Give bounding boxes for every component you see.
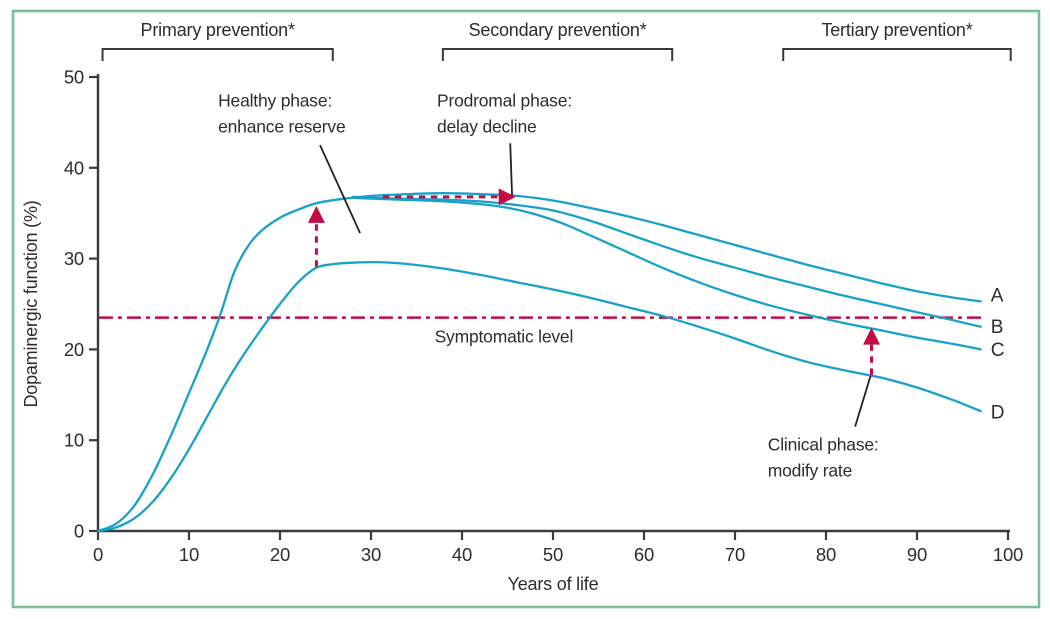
bracket-tertiary — [782, 48, 1012, 61]
x-tick-label: 70 — [725, 544, 745, 565]
annotation-prodromal-phase-line1: Prodromal phase: — [437, 91, 572, 111]
bracket-label-primary: Primary prevention* — [141, 20, 295, 40]
modify-rate-arrow-head — [863, 327, 880, 345]
bracket-label-tertiary: Tertiary prevention* — [821, 20, 972, 40]
annotation-prodromal-phase: Prodromal phase: delay decline — [437, 91, 572, 196]
figure-border — [11, 9, 1041, 609]
curve-label-D: D — [991, 403, 1005, 424]
x-tick-label: 60 — [634, 544, 654, 565]
annotation-prodromal-phase-pointer-line — [509, 143, 513, 196]
x-tick-label: 100 — [993, 544, 1023, 565]
y-tick-label: 40 — [64, 157, 84, 178]
annotation-healthy-phase-line1: Healthy phase: — [218, 91, 332, 111]
curve-C — [351, 196, 982, 351]
x-tick-label: 30 — [361, 544, 381, 565]
annotation-clinical-phase-line2: modify rate — [768, 461, 852, 481]
annotation-clinical-phase-line1: Clinical phase: — [768, 435, 879, 455]
bracket-secondary — [441, 48, 674, 61]
bracket-primary — [101, 48, 334, 61]
delay-decline-arrow-head — [498, 188, 516, 206]
y-tick-label: 0 — [74, 521, 84, 542]
y-axis-title: Dopaminergic function (%) — [21, 200, 41, 407]
curve-label-A: A — [991, 285, 1004, 306]
bracket-label-secondary: Secondary prevention* — [469, 20, 647, 40]
curve-B — [351, 195, 982, 328]
symptomatic-level-label: Symptomatic level — [435, 327, 574, 347]
annotation-healthy-phase-pointer-line — [319, 144, 361, 234]
y-tick-label: 10 — [64, 430, 84, 451]
annotation-prodromal-phase-line2: delay decline — [437, 117, 537, 137]
x-tick-label: 40 — [452, 544, 472, 565]
x-tick-label: 50 — [543, 544, 563, 565]
x-tick-label: 80 — [816, 544, 836, 565]
y-tick-label: 50 — [64, 67, 84, 88]
curve-D — [96, 261, 982, 533]
curve-A — [96, 192, 982, 533]
enhance-reserve-arrow-head — [307, 205, 325, 223]
y-tick-label: 30 — [64, 248, 84, 269]
x-tick-label: 10 — [179, 544, 199, 565]
annotation-clinical-phase: Clinical phase: modify rate — [768, 375, 879, 481]
annotation-healthy-phase-line2: enhance reserve — [218, 117, 345, 137]
x-tick-label: 90 — [907, 544, 927, 565]
curve-label-C: C — [991, 340, 1005, 361]
y-tick-label: 20 — [64, 339, 84, 360]
x-tick-label: 20 — [270, 544, 290, 565]
annotation-healthy-phase: Healthy phase: enhance reserve — [218, 91, 361, 234]
curve-label-B: B — [991, 317, 1003, 338]
annotation-clinical-phase-pointer-line — [854, 375, 872, 427]
x-tick-label: 0 — [93, 544, 103, 565]
x-axis-title: Years of life — [508, 574, 599, 594]
